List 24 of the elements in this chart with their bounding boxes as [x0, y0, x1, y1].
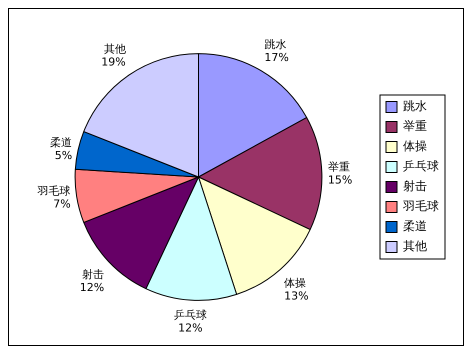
data-label: 17% — [264, 50, 289, 64]
data-label: 12% — [80, 280, 104, 294]
slice-label: 举重 — [328, 160, 350, 174]
slice-label: 其他 — [104, 42, 126, 56]
data-label: 15% — [328, 173, 352, 186]
data-label: 12% — [178, 322, 203, 335]
legend-label: 体操 — [403, 139, 427, 154]
legend-label: 柔道 — [403, 219, 427, 234]
data-label: 19% — [101, 55, 126, 68]
legend-label: 乒乓球 — [403, 159, 439, 174]
legend-label: 羽毛球 — [402, 199, 439, 214]
slice-label: 跳水 — [264, 38, 286, 51]
slice-label: 羽毛球 — [38, 184, 71, 198]
data-label: 13% — [284, 289, 309, 302]
data-label: 5% — [54, 149, 72, 162]
slice-label: 体操 — [284, 276, 306, 290]
legend-label: 跳水 — [403, 99, 427, 114]
slice-label: 射击 — [82, 268, 104, 281]
slice-label: 乒乓球 — [174, 308, 207, 322]
legend-label: 举重 — [403, 119, 427, 134]
legend-label: 其他 — [403, 239, 427, 254]
slice-label: 柔道 — [50, 136, 72, 150]
data-label: 7% — [53, 198, 71, 211]
legend-label: 射击 — [403, 179, 427, 194]
